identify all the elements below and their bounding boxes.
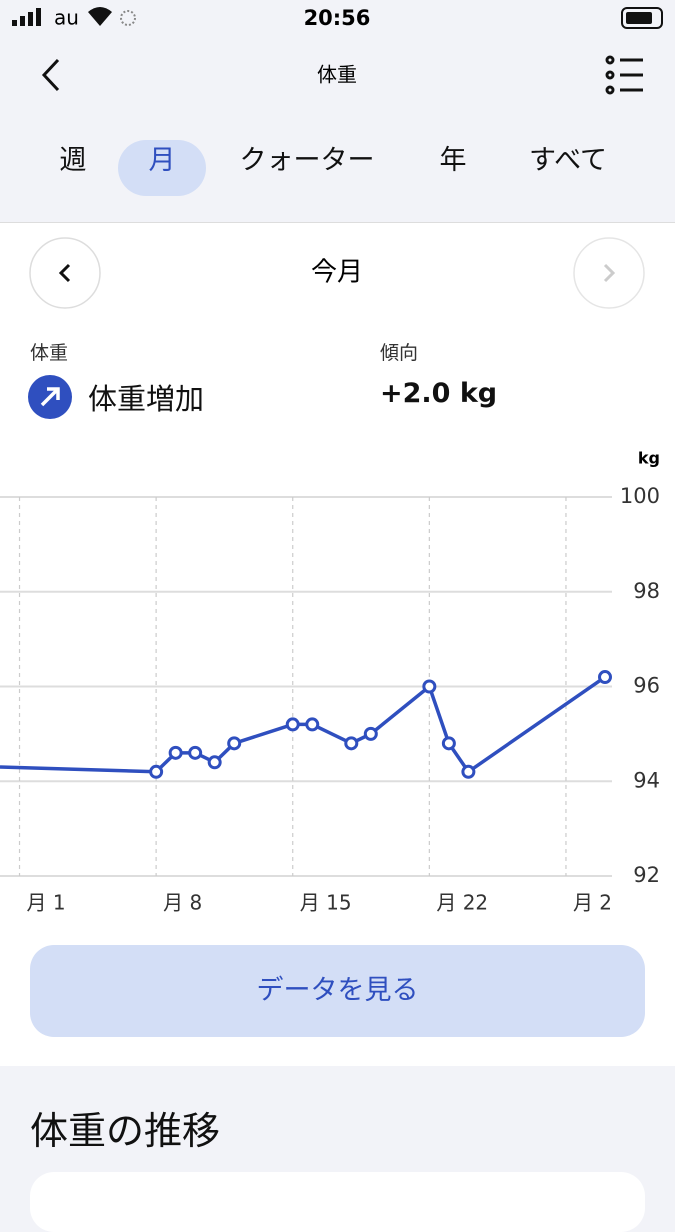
loading-icon [120,10,136,26]
point [285,717,300,732]
point [188,745,203,760]
header: 体重 [41,55,643,95]
point [461,764,476,779]
summary-label: 体重 [30,342,69,364]
header-title: 体重 [317,63,357,87]
tab-selected[interactable]: 月 [148,145,176,176]
point [207,755,222,770]
section-card [30,1172,645,1232]
battery-level [626,12,652,24]
trend-icon [28,375,72,419]
y-tick-label: 98 [633,579,660,603]
x-tick-label: 月 1 [27,891,66,915]
tab[interactable]: 年 [439,145,467,176]
signal-icon [12,8,41,26]
carrier: au [54,6,79,30]
next-arrow [603,263,616,283]
battery-icon [621,7,663,29]
summary-value: 体重増加 [88,382,205,416]
tab[interactable]: すべて [528,145,608,176]
y-unit: kg [638,449,660,468]
period-nav: 今月 [29,237,645,309]
x-tick-label: 月 8 [163,891,202,915]
point [227,736,242,751]
back-button[interactable] [41,58,60,92]
point [344,736,359,751]
chart: kg 92 94 96 98 100 月 1 月 8 月 15 月 22 月 2 [0,449,660,915]
point [441,736,456,751]
section-title: 体重の推移 [30,1109,221,1153]
view-data-button[interactable]: データを見る [30,945,645,1037]
line [0,675,606,774]
x-tick-label: 月 2 [573,891,612,915]
y-tick-label: 96 [633,674,660,698]
wifi-icon [88,7,112,26]
point [422,679,437,694]
period-label: 今月 [311,258,363,288]
tab-selected-bg [118,140,206,196]
y-tick-label: 92 [633,863,660,887]
point [305,717,320,732]
trend-value: +2.0 kg [380,378,498,409]
prev-button[interactable] [29,237,101,309]
status-bar: au 20:56 [12,6,663,30]
point [149,764,164,779]
x-tick-label: 月 15 [300,891,352,915]
y-tick-label: 94 [633,768,660,792]
main-card [0,222,675,1066]
point [168,745,183,760]
time: 20:56 [304,6,371,30]
page: au 20:56 体重 週 月 クォーター 年 すべて 今月 体重 体重増加 傾… [0,5,675,1232]
trend-label: 傾向 [380,342,419,364]
x-tick-label: 月 22 [436,891,488,915]
tab[interactable]: 週 [59,145,87,176]
next-button[interactable] [573,237,645,309]
tab[interactable]: クォーター [239,145,375,176]
point [598,670,612,685]
y-tick-label: 100 [620,484,660,508]
prev-arrow [58,263,71,283]
menu-button[interactable] [605,55,643,95]
point [363,726,378,741]
